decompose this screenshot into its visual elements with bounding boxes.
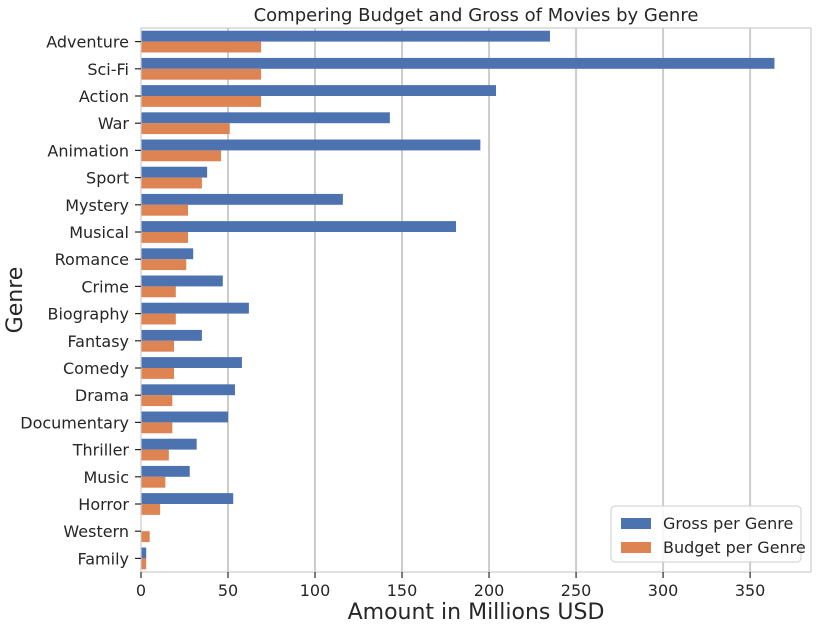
bar-gross-romance	[141, 248, 194, 260]
bar-budget-documentary	[141, 422, 173, 434]
bar-budget-music	[141, 476, 166, 488]
bar-budget-western	[141, 531, 150, 543]
x-tick-label: 250	[561, 581, 592, 600]
y-tick-label: Documentary	[20, 413, 129, 432]
bar-budget-adventure	[141, 41, 262, 53]
bar-gross-adventure	[141, 30, 550, 42]
x-tick-label: 200	[474, 581, 505, 600]
bar-budget-war	[141, 123, 230, 135]
x-tick-label: 100	[300, 581, 331, 600]
legend-label-gross: Gross per Genre	[663, 514, 793, 533]
bar-budget-drama	[141, 395, 173, 407]
legend-label-budget: Budget per Genre	[663, 538, 806, 557]
bar-budget-thriller	[141, 449, 169, 461]
bar-gross-crime	[141, 275, 223, 287]
bar-budget-crime	[141, 286, 176, 298]
y-tick-label: War	[98, 114, 130, 133]
x-ticks: 0 50 100 150 200 250 300 350	[136, 572, 765, 600]
y-tick-label: Animation	[47, 141, 129, 160]
bar-budget-comedy	[141, 368, 175, 379]
y-tick-label: Thriller	[72, 441, 130, 460]
bar-budget-sport	[141, 177, 202, 189]
bar-gross-horror	[141, 493, 234, 504]
y-tick-label: Biography	[47, 305, 129, 324]
legend-box	[610, 505, 802, 563]
y-tick-label: Drama	[75, 386, 129, 405]
y-tick-label: Sport	[86, 169, 129, 188]
y-tick-label: Comedy	[63, 359, 129, 378]
grid-layer	[227, 28, 752, 572]
bars-layer	[141, 30, 775, 570]
bar-budget-sci-fi	[141, 68, 262, 80]
y-tick-label: Horror	[78, 495, 129, 514]
bar-gross-mystery	[141, 193, 343, 205]
bar-gross-drama	[141, 384, 235, 396]
bar-budget-biography	[141, 313, 176, 325]
bar-gross-thriller	[141, 438, 197, 450]
y-tick-label: Western	[63, 522, 129, 541]
bar-gross-music	[141, 465, 190, 477]
x-tick-label: 50	[218, 581, 238, 600]
bar-gross-sport	[141, 166, 208, 178]
y-tick-label: Crime	[81, 277, 129, 296]
x-tick-label: 0	[136, 581, 146, 600]
bar-gross-biography	[141, 302, 249, 314]
bar-budget-musical	[141, 232, 188, 243]
x-axis-label: Amount in Millions USD	[348, 600, 605, 625]
bar-gross-comedy	[141, 357, 242, 368]
bar-gross-war	[141, 112, 390, 124]
bar-budget-family	[141, 558, 147, 570]
bar-budget-horror	[141, 504, 161, 515]
y-tick-label: Adventure	[46, 33, 129, 52]
x-tick-label: 150	[387, 581, 418, 600]
bar-budget-romance	[141, 259, 187, 271]
chart-title: Compering Budget and Gross of Movies by …	[254, 5, 699, 26]
bar-gross-family	[141, 547, 147, 559]
x-tick-label: 300	[648, 581, 679, 600]
y-tick-label: Family	[78, 549, 129, 568]
x-tick-label: 350	[735, 581, 766, 600]
bar-gross-fantasy	[141, 329, 202, 341]
y-tick-label: Music	[83, 468, 129, 487]
bar-gross-documentary	[141, 411, 229, 423]
bar-gross-musical	[141, 221, 456, 232]
bar-budget-fantasy	[141, 340, 175, 352]
bar-gross-action	[141, 85, 497, 96]
bar-budget-mystery	[141, 204, 188, 216]
legend: Gross per Genre Budget per Genre	[610, 505, 806, 563]
y-tick-label: Romance	[55, 250, 129, 269]
bar-gross-animation	[141, 139, 481, 151]
legend-swatch-budget	[621, 542, 651, 553]
plot-frame	[140, 27, 812, 573]
y-axis-label: Genre	[3, 267, 28, 334]
bar-budget-action	[141, 96, 262, 107]
y-tick-label: Mystery	[65, 196, 129, 215]
y-ticks: Adventure Sci-Fi Action War Animation Sport My…	[20, 33, 141, 568]
legend-swatch-gross	[621, 518, 651, 529]
bar-gross-sci-fi	[141, 57, 775, 69]
y-tick-label: Fantasy	[67, 332, 129, 351]
y-tick-label: Action	[79, 87, 129, 106]
y-tick-label: Sci-Fi	[87, 60, 129, 79]
y-tick-label: Musical	[69, 223, 129, 242]
bar-budget-animation	[141, 150, 222, 162]
